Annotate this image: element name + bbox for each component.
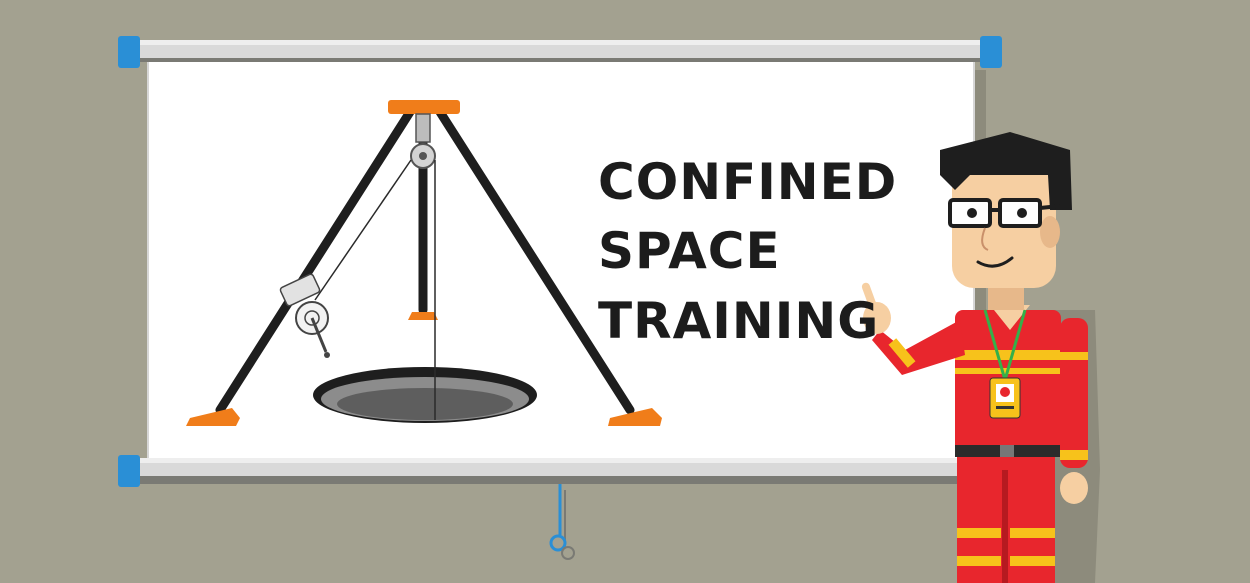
tripod-foot-left <box>186 408 240 426</box>
top-roller <box>118 36 1002 68</box>
bottom-roller <box>118 455 1002 487</box>
presenter-hair <box>940 132 1072 210</box>
tripod-leg-right <box>435 107 635 415</box>
pull-cord <box>549 484 575 560</box>
title-line-3: TRAINING <box>598 292 880 350</box>
winch-icon <box>279 273 330 358</box>
presenter-character <box>861 132 1100 583</box>
title-line-2: SPACE <box>598 222 781 280</box>
presenter-smile <box>976 256 1014 268</box>
tripod-head <box>388 100 460 114</box>
tripod-leg-left <box>215 107 415 415</box>
projector-screen <box>118 36 1002 560</box>
tripod-foot-center <box>408 312 438 320</box>
tripod-foot-right <box>608 408 662 426</box>
presenter-hand-right <box>1060 472 1088 504</box>
title-line-1: CONFINED <box>598 153 898 211</box>
tripod-illustration <box>186 100 662 426</box>
presenter-arm-pointing <box>872 320 965 375</box>
glasses-icon <box>948 198 1061 228</box>
